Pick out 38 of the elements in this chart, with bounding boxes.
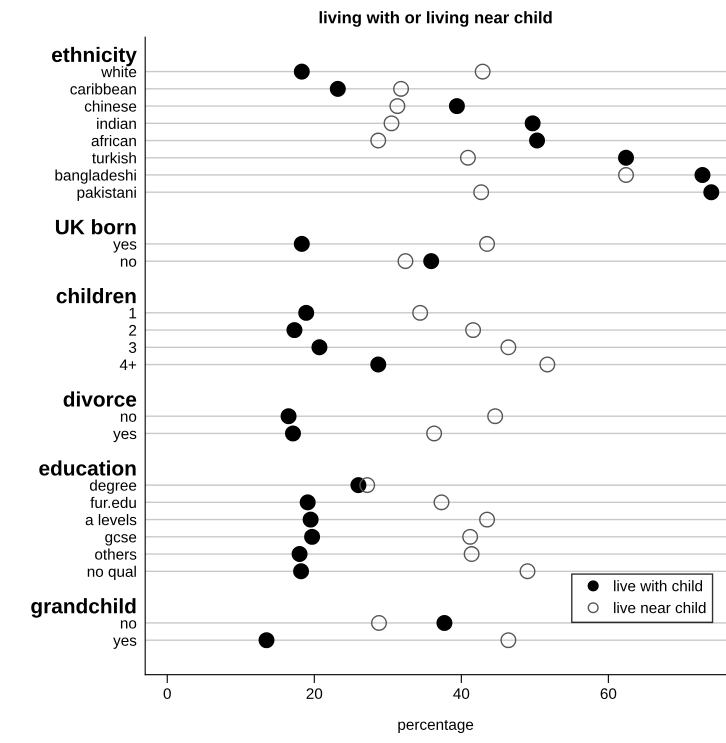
y-tick-label: chinese — [84, 100, 136, 112]
x-axis-title: percentage — [398, 720, 474, 733]
y-tick-label: pakistani — [78, 186, 136, 201]
y-tick-label: grandchild — [31, 598, 136, 618]
y-tick-label: no qual — [88, 566, 136, 580]
y-tick-label: divorce — [64, 391, 136, 407]
y-tick-label: others — [95, 548, 136, 560]
y-tick-label: turkish — [92, 152, 136, 164]
y-tick-label: no — [120, 620, 136, 629]
y-tick-label: gcse — [105, 534, 136, 546]
y-tick-label: no — [120, 414, 136, 422]
legend-label: live with child — [614, 580, 702, 592]
y-tick-label: yes — [113, 430, 136, 442]
y-tick-label: fur.edu — [90, 496, 136, 508]
y-tick-label: 4+ — [120, 360, 136, 370]
y-tick-label: UK born — [56, 219, 136, 234]
y-tick-label: ethnicity — [52, 46, 137, 66]
x-tick-label: 20 — [306, 688, 322, 700]
x-tick-label: 40 — [453, 688, 470, 700]
y-tick-label: education — [39, 460, 136, 476]
x-tick-label: 0 — [164, 688, 171, 700]
y-tick-label: caribbean — [70, 83, 136, 95]
y-tick-label: bangladeshi — [55, 169, 136, 184]
y-tick-label: 3 — [128, 342, 136, 353]
y-tick-label: degree — [90, 480, 136, 494]
y-tick-label: african — [92, 134, 136, 146]
y-tick-label: 2 — [129, 324, 136, 336]
legend-label: live near child — [614, 602, 706, 614]
y-tick-label: indian — [97, 118, 136, 129]
y-tick-label: yes — [113, 638, 136, 649]
chart-title: living with or living near child — [320, 11, 552, 27]
y-tick-label: yes — [113, 241, 136, 253]
y-tick-label: 1 — [130, 308, 136, 318]
x-tick-label: 60 — [600, 688, 616, 700]
y-tick-label: white — [101, 66, 136, 78]
y-tick-label: children — [56, 288, 136, 304]
y-tick-label: no — [120, 258, 136, 267]
y-tick-label: a levels — [86, 514, 136, 526]
